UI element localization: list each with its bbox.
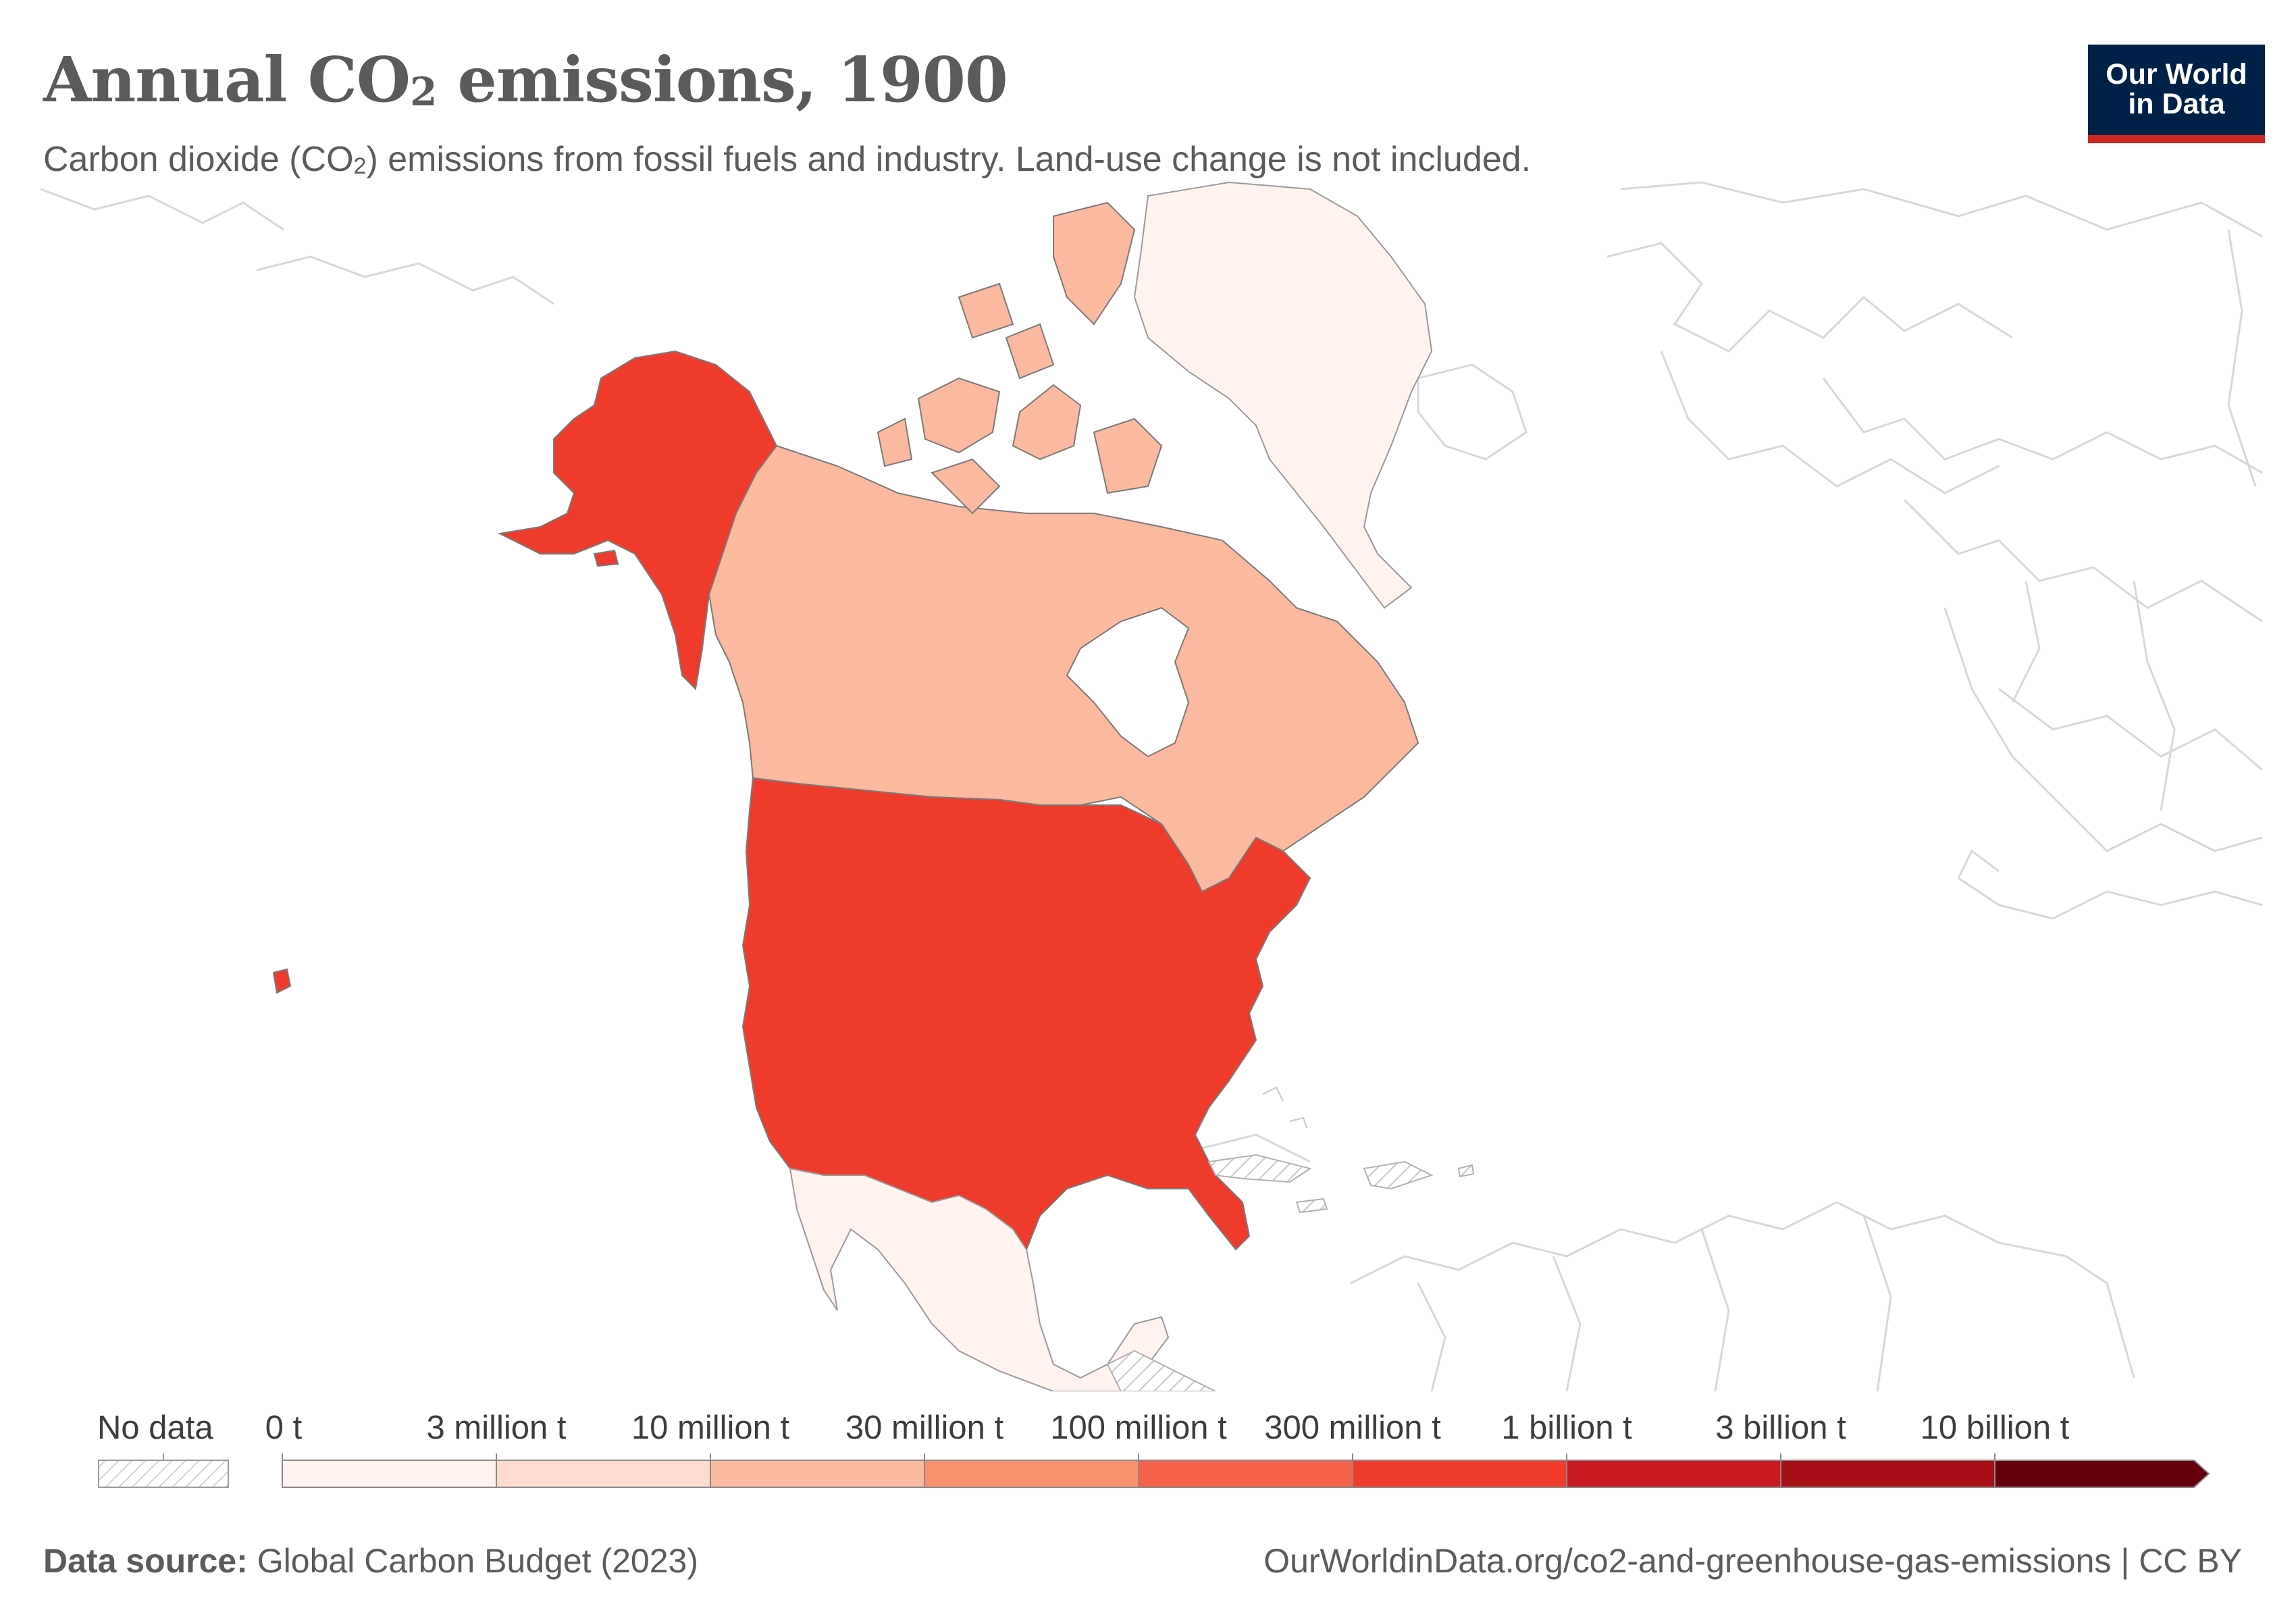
legend-bin-1[interactable] — [496, 1460, 711, 1488]
legend-no-data-swatch — [98, 1460, 229, 1488]
legend-bin-6[interactable] — [1566, 1460, 1781, 1488]
legend-bin-2[interactable] — [710, 1460, 925, 1488]
logo-line-1: Our World — [2106, 58, 2247, 91]
country-united-states-alaska[interactable] — [497, 350, 778, 691]
legend-bin-8[interactable] — [1994, 1460, 2210, 1488]
legend-bin-3[interactable] — [924, 1460, 1139, 1488]
background-countries — [40, 181, 2263, 1391]
hudson-bay — [1066, 607, 1190, 758]
legend-tick-label-2: 10 million t — [631, 1410, 790, 1446]
legend-bin-4[interactable] — [1138, 1460, 1353, 1488]
chart-subtitle: Carbon dioxide (CO2) emissions from foss… — [43, 140, 1532, 179]
owid-logo[interactable]: Our World in Data — [2088, 45, 2265, 143]
legend-bin-7[interactable] — [1780, 1460, 1995, 1488]
legend-tick-label-7: 3 billion t — [1715, 1410, 1846, 1446]
logo-line-2: in Data — [2128, 88, 2225, 120]
country-guatemala[interactable] — [1106, 1349, 1216, 1391]
legend-no-data-label: No data — [97, 1410, 213, 1446]
legend-tick-label-0: 0 t — [265, 1410, 303, 1446]
legend-tick-label-8: 10 billion t — [1920, 1410, 2070, 1446]
legend-tick-label-3: 30 million t — [845, 1410, 1004, 1446]
alaska-kodiak — [593, 549, 619, 567]
legend-tick-label-4: 100 million t — [1050, 1410, 1227, 1446]
bahamas — [1262, 1086, 1307, 1129]
chart-title: Annual CO2 emissions, 1900 — [43, 43, 1008, 116]
legend-tick-label-6: 1 billion t — [1501, 1410, 1632, 1446]
country-mexico[interactable] — [789, 1167, 1170, 1391]
hawaii[interactable] — [272, 968, 292, 994]
choropleth-map — [40, 181, 2263, 1391]
legend-tick-label-5: 300 million t — [1264, 1410, 1441, 1446]
country-united-states[interactable] — [741, 777, 1311, 1252]
source-url[interactable]: OurWorldinData.org/co2-and-greenhouse-ga… — [1263, 1542, 2242, 1580]
legend-bin-0[interactable] — [282, 1460, 497, 1488]
legend — [98, 1453, 2210, 1488]
canada-arctic-islands — [877, 201, 1163, 515]
data-source: Data source: Global Carbon Budget (2023) — [43, 1542, 698, 1580]
legend-tick-label-1: 3 million t — [426, 1410, 567, 1446]
caribbean-islands — [1207, 1154, 1475, 1214]
country-greenland[interactable] — [1133, 181, 1433, 609]
legend-bin-5[interactable] — [1352, 1460, 1567, 1488]
